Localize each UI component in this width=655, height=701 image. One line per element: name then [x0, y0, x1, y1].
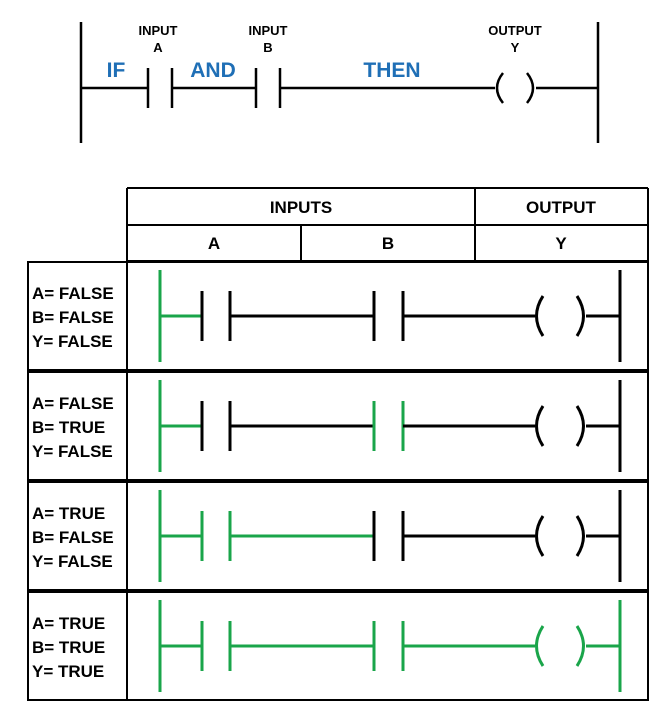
truth-table-row: A= TRUE B= TRUE Y= TRUE [27, 591, 649, 701]
row-diagram-box [126, 591, 649, 701]
coil-left-arc [535, 405, 545, 447]
row-condition-text: Y= FALSE [32, 552, 113, 571]
input-a-label-line2: A [153, 40, 163, 55]
coil-right-arc [525, 72, 535, 104]
row-diagram-box [126, 371, 649, 481]
output-y-label-line1: OUTPUT [488, 23, 542, 38]
row-diagram-box [126, 481, 649, 591]
coil-right-arc [575, 625, 585, 667]
input-b-label-line2: B [263, 40, 272, 55]
row-condition-text: A= TRUE [32, 504, 105, 523]
keyword-and: AND [190, 59, 236, 82]
input-b-label-line1: INPUT [249, 23, 288, 38]
row-condition-text: B= FALSE [32, 528, 114, 547]
row-condition-text: B= TRUE [32, 418, 105, 437]
row-condition-text: Y= TRUE [32, 662, 104, 681]
input-a-label-line1: INPUT [139, 23, 178, 38]
truth-table-row: A= TRUE B= FALSE Y= FALSE [27, 481, 649, 591]
truth-table-row: A= FALSE B= TRUE Y= FALSE [27, 371, 649, 481]
row-condition-text: A= TRUE [32, 614, 105, 633]
row-condition-text: Y= FALSE [32, 442, 113, 461]
truth-table-row: A= FALSE B= FALSE Y= FALSE [27, 261, 649, 371]
coil-left-arc [535, 295, 545, 337]
coil-right-arc [575, 295, 585, 337]
row-condition-text: A= FALSE [32, 284, 114, 303]
header-col-y: Y [555, 234, 567, 253]
row-condition-text: Y= FALSE [32, 332, 113, 351]
row-diagram-box [126, 261, 649, 371]
header-inputs: INPUTS [270, 198, 332, 217]
coil-right-arc [575, 515, 585, 557]
output-y-label-line2: Y [511, 40, 520, 55]
coil-left-arc [535, 515, 545, 557]
keyword-then: THEN [363, 59, 420, 82]
keyword-if: IF [107, 59, 126, 82]
header-output: OUTPUT [526, 198, 597, 217]
truth-table-rows: A= FALSE B= FALSE Y= FALSE A= FALSE B= TRUE Y… [27, 261, 649, 701]
header-col-a: A [208, 234, 220, 253]
coil-right-arc [575, 405, 585, 447]
row-condition-text: A= FALSE [32, 394, 114, 413]
row-condition-text: B= TRUE [32, 638, 105, 657]
header-col-b: B [382, 234, 394, 253]
row-condition-text: B= FALSE [32, 308, 114, 327]
coil-left-arc [495, 72, 505, 104]
coil-left-arc [535, 625, 545, 667]
example-rung [79, 22, 600, 143]
